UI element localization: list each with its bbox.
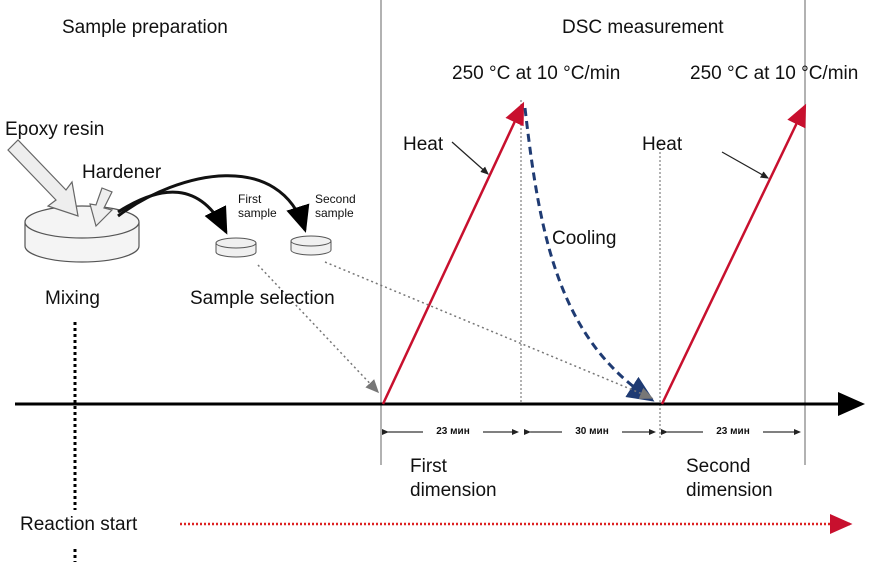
interval-label: 23 мин (703, 426, 763, 439)
selection-arrows (257, 261, 654, 399)
interval-label: 23 мин (423, 426, 483, 439)
section-title: DSC measurement (562, 17, 724, 38)
interval-label: 30 мин (562, 426, 622, 439)
heating-ramp (381, 101, 525, 405)
dimension-label: First dimension (410, 456, 497, 501)
ingredient-arrows (7, 139, 114, 228)
selection-label: Sample selection (190, 288, 335, 309)
cooling-label: Cooling (552, 228, 617, 249)
bowl (24, 205, 140, 263)
heat-pointers (451, 141, 770, 179)
heating-ramp (660, 103, 807, 405)
hardener-label: Hardener (82, 162, 162, 183)
epoxy-label: Epoxy resin (5, 119, 105, 140)
heat-label: Heat (642, 134, 683, 155)
sample-label: Second sample (315, 192, 356, 221)
reaction-label: Reaction start (20, 514, 138, 535)
section-title: Sample preparation (62, 17, 228, 38)
heat-label: Heat (403, 134, 444, 155)
heating-condition: 250 °C at 10 °C/min (452, 63, 621, 84)
dimension-label: Second dimension (686, 456, 773, 501)
dividers (380, 0, 806, 465)
sample-label: First sample (238, 192, 277, 221)
heating-condition: 250 °C at 10 °C/min (690, 63, 859, 84)
cups (215, 235, 332, 258)
transfer-arrows (117, 174, 310, 235)
mixing-label: Mixing (45, 288, 100, 309)
cooling-curve (523, 107, 655, 402)
